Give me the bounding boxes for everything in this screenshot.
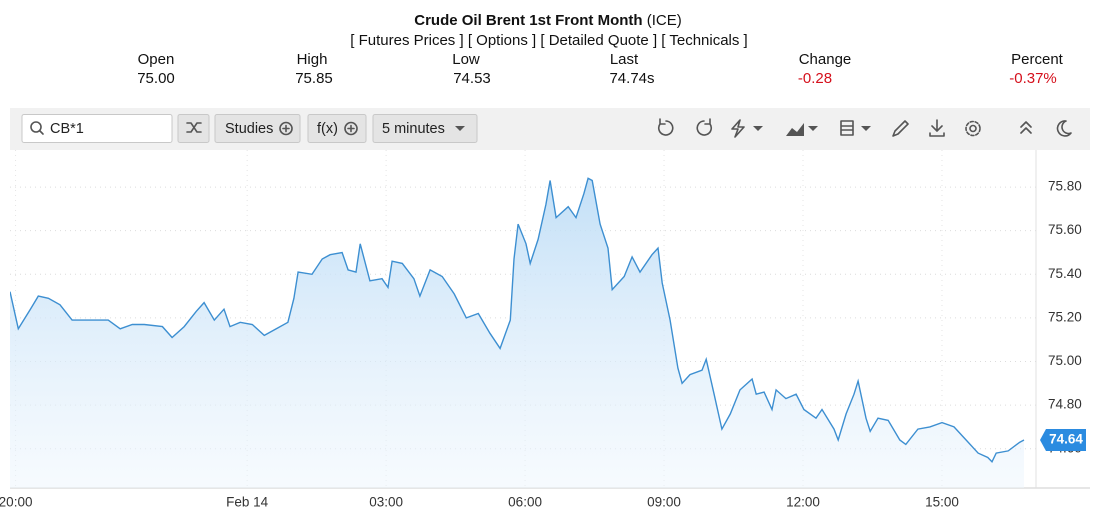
y-tick-label: 75.20 [1048, 309, 1082, 324]
stat-label: Low [452, 51, 480, 68]
collapse-icon[interactable] [1020, 121, 1032, 134]
studies-button[interactable] [214, 114, 301, 143]
y-tick-label: 75.60 [1048, 222, 1082, 237]
toolbar: CB*1 Studies f(x) 5 minutes [10, 108, 1090, 150]
stat-label: Change [799, 51, 852, 68]
link[interactable]: [ Futures Prices ] [350, 32, 463, 49]
stat-value: 74.53 [453, 70, 491, 87]
last-price-label: 74.64 [1049, 432, 1083, 447]
plus-icon [344, 121, 358, 136]
price-line [10, 177, 1025, 464]
layout-icon[interactable] [840, 120, 854, 136]
x-tick-label: Feb 14 [226, 495, 269, 510]
interval-label: 5 minutes [382, 121, 445, 137]
dropdown-icon [455, 126, 465, 131]
redo-icon[interactable] [696, 118, 713, 136]
undo-icon[interactable] [657, 118, 674, 136]
x-tick-label: 09:00 [647, 495, 681, 510]
link[interactable]: [ Detailed Quote ] [540, 32, 657, 49]
theme-icon[interactable] [1056, 120, 1072, 137]
stat-value: -0.37% [1009, 70, 1057, 87]
links: [ Futures Prices ] [ Options ] [ Detaile… [350, 32, 747, 49]
stat-value: -0.28 [798, 70, 832, 87]
stat-value: 75.85 [295, 70, 333, 87]
dropdown-icon [861, 126, 871, 131]
x-tick-label: 03:00 [369, 495, 403, 510]
stat-label: Last [610, 51, 639, 68]
function-label: f(x) [317, 121, 338, 137]
dropdown-icon [808, 126, 818, 131]
link[interactable]: [ Technicals ] [661, 32, 747, 49]
x-tick-label: 20:00 [0, 495, 32, 510]
x-tick-label: 15:00 [925, 495, 959, 510]
exchange: (ICE) [647, 12, 682, 29]
plus-icon [279, 121, 293, 136]
plus-icon [347, 124, 355, 133]
shuffle-icon [186, 122, 202, 133]
plus-icon [282, 124, 290, 133]
function-button[interactable] [307, 114, 367, 143]
stat-value: 75.00 [137, 70, 175, 87]
stat-label: High [297, 51, 328, 68]
stat-value: 74.74s [609, 70, 654, 87]
y-tick-label: 75.80 [1048, 179, 1082, 194]
download-icon[interactable] [929, 119, 945, 137]
symbol: CB*1 [50, 121, 84, 137]
title: Crude Oil Brent 1st Front Month [414, 12, 642, 29]
studies-label: Studies [225, 121, 273, 137]
flash-icon[interactable] [731, 119, 745, 138]
interval-button[interactable] [372, 114, 478, 143]
draw-icon[interactable] [892, 120, 909, 137]
dropdown-icon [753, 126, 763, 131]
link[interactable]: [ Options ] [468, 32, 536, 49]
settings-icon[interactable] [965, 120, 981, 137]
x-tick-label: 06:00 [508, 495, 542, 510]
stats: Open 75.00 High 75.85 Low 74.53 Last 74.… [137, 51, 1063, 87]
y-tick-label: 75.40 [1048, 266, 1082, 281]
search-icon [30, 121, 42, 133]
settings-icon[interactable] [969, 124, 977, 133]
y-tick-label: 75.00 [1048, 353, 1082, 368]
search-icon [39, 130, 44, 135]
plot [10, 177, 1025, 488]
last-price-badge [1040, 429, 1086, 452]
symbol-input[interactable] [21, 114, 173, 143]
chart-type-icon[interactable] [786, 123, 804, 136]
x-tick-label: 12:00 [786, 495, 820, 510]
area-fill [10, 178, 1024, 488]
stat-label: Percent [1011, 51, 1064, 68]
price-chart: 74.6074.8075.0075.2075.4075.6075.8020:00… [0, 150, 1090, 510]
y-tick-label: 74.80 [1048, 397, 1082, 412]
stat-label: Open [138, 51, 175, 68]
quote-title: Crude Oil Brent 1st Front Month (ICE) [414, 12, 682, 29]
